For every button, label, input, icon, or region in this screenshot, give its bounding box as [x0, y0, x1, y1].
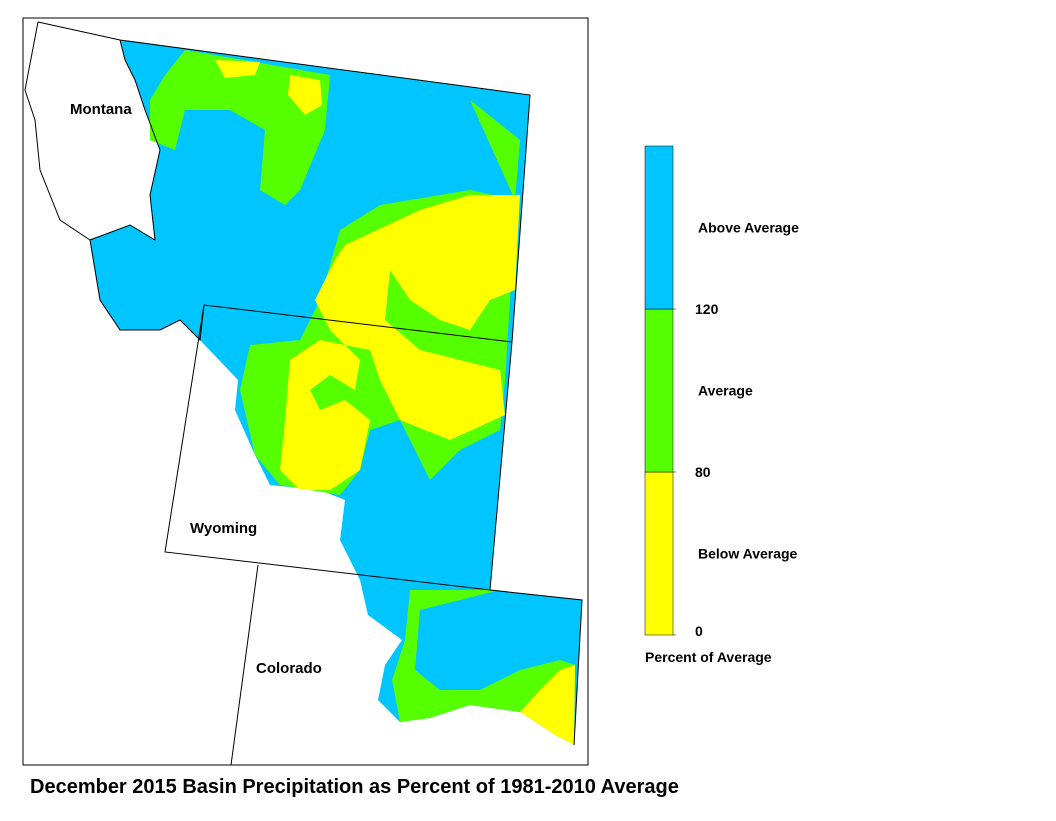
legend-band: [644, 308, 674, 473]
legend-tick-label: 120: [695, 301, 719, 317]
legend: Percent of Average Below Average Average A…: [644, 145, 799, 665]
state-label: Colorado: [256, 660, 322, 677]
yellow-region: [215, 60, 260, 78]
yellow-region: [288, 75, 322, 115]
state-label: Wyoming: [190, 520, 257, 537]
legend-band-label: Below Average: [698, 546, 798, 562]
title: December 2015 Basin Precipitation as Per…: [30, 776, 679, 798]
green-region: [150, 50, 330, 205]
map: Montana Wyoming Colorado: [22, 17, 589, 766]
legend-tick-label: 0: [695, 623, 703, 639]
legend-tick-label: 80: [695, 464, 711, 480]
state-boundary: [164, 304, 513, 591]
legend-band-label: Average: [698, 383, 753, 399]
legend-band: [644, 145, 674, 310]
state-boundary: [24, 21, 91, 241]
yellow-region: [520, 665, 575, 745]
legend-band-label: Above Average: [698, 220, 799, 236]
state-label: Montana: [70, 101, 132, 118]
yellow-region: [280, 195, 520, 490]
legend-title: Percent of Average: [645, 649, 772, 665]
legend-band: [644, 471, 674, 636]
state-boundary: [489, 589, 583, 746]
state-boundary: [230, 564, 259, 766]
